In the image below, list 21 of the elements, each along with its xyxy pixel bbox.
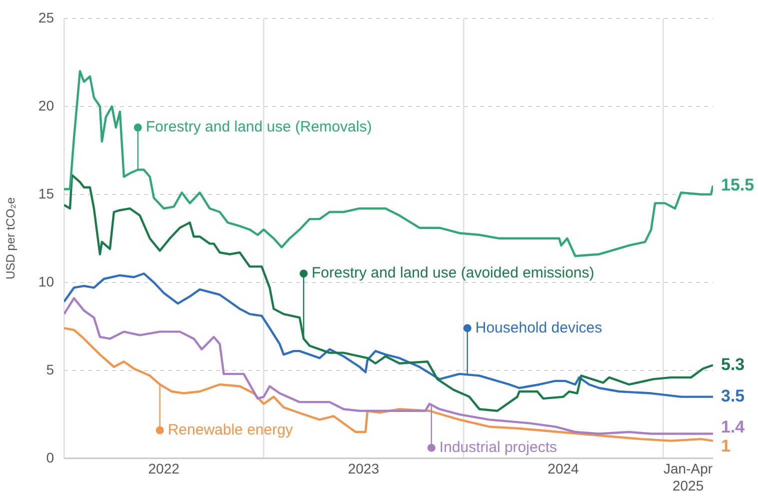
data-label: 3.5 <box>721 386 745 406</box>
data-label: 15.5 <box>721 175 754 194</box>
y-tick-label: 10 <box>38 273 54 290</box>
data-label: 1.4 <box>721 417 746 436</box>
y-axis-title: USD per tCO₂e <box>4 197 18 280</box>
data-label: 1 <box>721 436 730 456</box>
x-tick-label: 2023 <box>348 460 380 477</box>
y-tick-label: 20 <box>38 97 54 114</box>
y-tick-label: 25 <box>38 9 54 26</box>
annotation: Household devices <box>475 319 602 336</box>
annotation: Renewable energy <box>168 421 294 438</box>
annotation: Forestry and land use (avoided emissions) <box>312 264 594 282</box>
y-tick-label: 5 <box>46 361 54 378</box>
annotation: Industrial projects <box>439 438 557 456</box>
y-tick-label: 0 <box>46 449 54 466</box>
x-tick-label: 2022 <box>148 460 180 477</box>
data-label: 5.3 <box>721 354 745 374</box>
x-tick-label: Jan-Apr 2025 <box>664 460 713 494</box>
annotation: Forestry and land use (Removals) <box>146 118 372 136</box>
y-tick-label: 15 <box>38 185 54 202</box>
x-tick-label: 2024 <box>548 460 580 477</box>
